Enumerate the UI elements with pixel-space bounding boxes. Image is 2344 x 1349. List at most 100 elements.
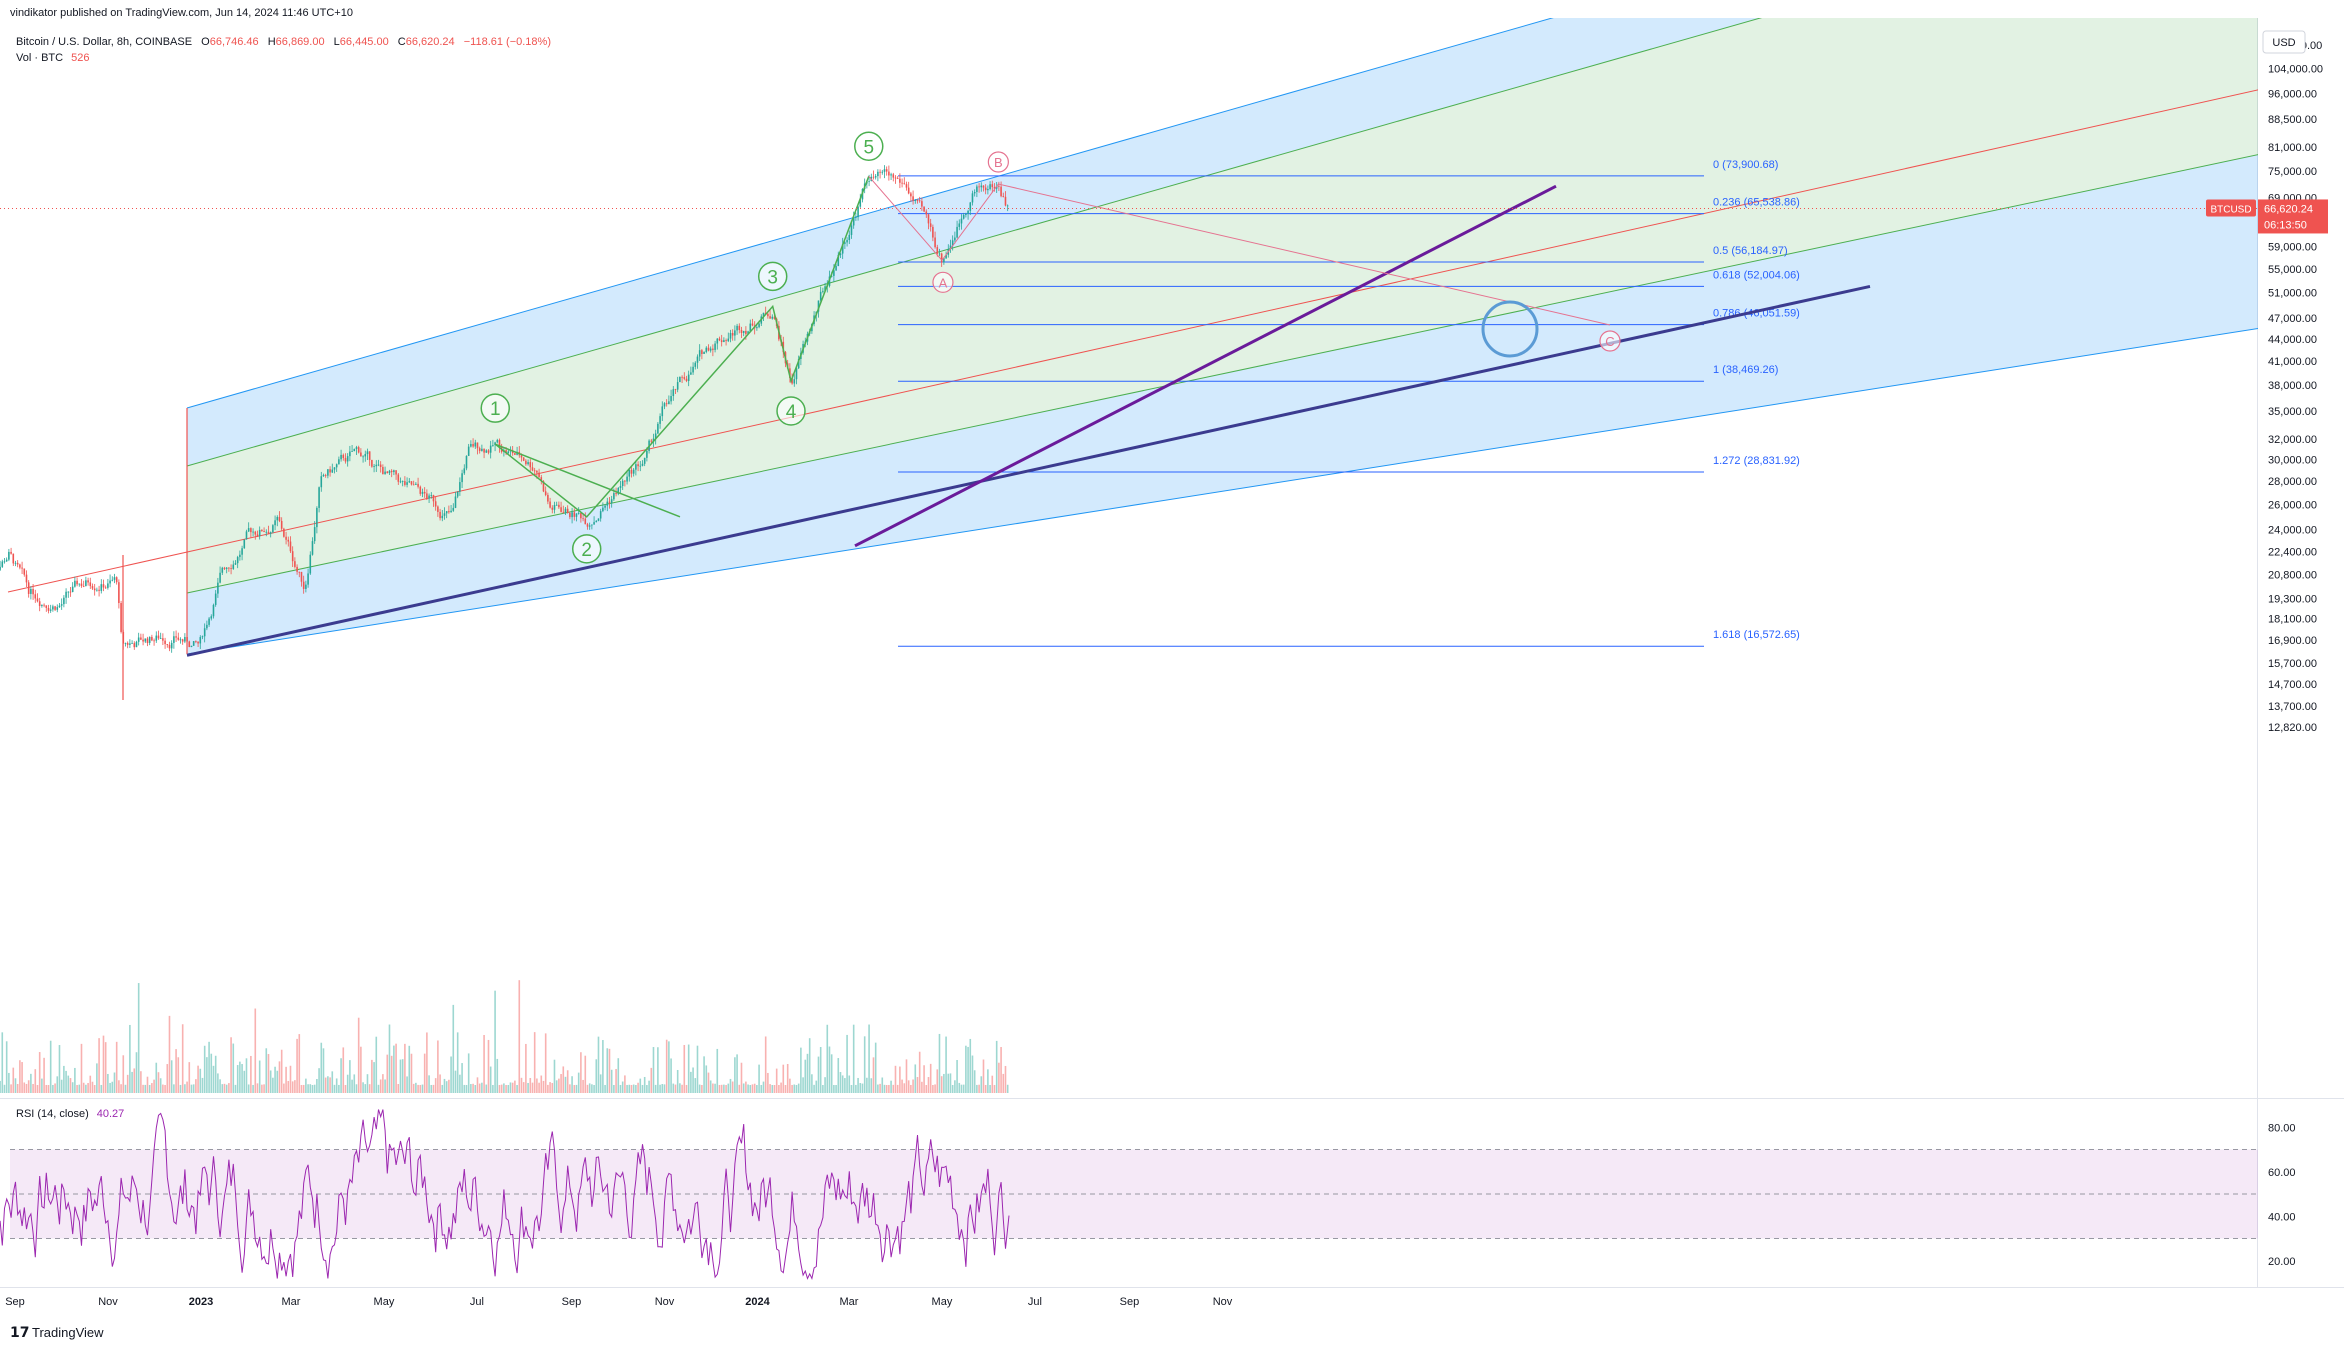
volume-bar — [179, 1084, 182, 1093]
candle-body — [943, 258, 945, 263]
candle-body — [971, 193, 974, 203]
candle-body — [850, 225, 853, 235]
price-tick-label: 18,100.00 — [2268, 613, 2317, 625]
fib-retracement[interactable]: 0 (73,900.68) 0.236 (65,538.86) 0.5 (56,18… — [898, 159, 1800, 647]
candle-body — [492, 445, 494, 446]
channel-median-line — [7, 89, 2258, 593]
candle-body — [485, 450, 488, 453]
volume-bar — [901, 1079, 903, 1093]
volume-bar — [228, 1083, 230, 1093]
candle-body — [208, 618, 210, 625]
price-tick-label: 20,800.00 — [2268, 570, 2317, 582]
volume-bar — [153, 1079, 155, 1093]
correction-marker — [1599, 330, 1621, 352]
volume-bars — [0, 980, 1009, 1093]
volume-bar — [399, 1059, 402, 1093]
candle-body — [934, 237, 936, 248]
volume-bar — [305, 1078, 307, 1093]
volume-bar — [617, 1058, 620, 1093]
volume-bar — [769, 1084, 771, 1093]
volume-bar — [837, 1058, 840, 1093]
candle-body — [833, 270, 835, 276]
price-tick-label: 28,000.00 — [2268, 476, 2317, 488]
candle-body — [349, 451, 351, 457]
volume-bar — [1000, 1047, 1002, 1093]
volume-bar — [41, 1078, 43, 1093]
volume-bar — [474, 1085, 477, 1093]
volume-bar — [217, 1073, 219, 1093]
volume-bar — [852, 1024, 855, 1093]
candle-body — [993, 187, 996, 189]
rising-trendline — [854, 184, 1557, 548]
time-tick-label: Nov — [655, 1296, 675, 1308]
volume-bar — [527, 1082, 529, 1093]
volume-bar — [34, 1069, 37, 1093]
candle-body — [16, 562, 19, 565]
candle-body — [982, 185, 985, 188]
candle-body — [613, 493, 615, 500]
candle-body — [386, 471, 389, 474]
time-tick-label: Sep — [5, 1296, 25, 1308]
volume-bar — [278, 1061, 281, 1093]
volume-bar — [96, 1063, 98, 1093]
candle-body — [736, 325, 738, 331]
candle-body — [883, 169, 886, 172]
candle-body — [10, 551, 12, 554]
volume-bar — [870, 1078, 873, 1093]
candle-body — [8, 551, 10, 560]
candle-body — [888, 171, 890, 176]
volume-bar — [540, 1075, 543, 1093]
volume-bar — [716, 1048, 719, 1093]
volume-bar — [520, 1077, 523, 1093]
volume-bar — [936, 1069, 939, 1093]
candle-body — [60, 604, 63, 606]
correction-marker — [987, 151, 1009, 173]
candle-body — [936, 247, 939, 254]
pitchfork-channel[interactable] — [7, 0, 2280, 700]
volume-bar — [148, 1084, 151, 1093]
candle-body — [610, 499, 613, 503]
time-axis[interactable]: Sep Nov 2023 Mar May Jul Sep Nov 2024 Mar May Jul Se… — [5, 1296, 1233, 1308]
candle-body — [296, 566, 298, 572]
price-tick-label: 13,700.00 — [2268, 701, 2317, 713]
candle-body — [520, 455, 523, 458]
tradingview-logo[interactable]: 𝟭𝟳 TradingView — [10, 1324, 104, 1340]
candle-body — [641, 463, 644, 466]
candle-body — [179, 639, 182, 641]
candle-body — [58, 605, 61, 608]
price-tick-label: 38,000.00 — [2268, 380, 2317, 392]
volume-bar — [10, 1084, 12, 1093]
volume-bar — [723, 1084, 725, 1093]
volume-bar — [318, 1068, 320, 1093]
price-axis[interactable]: 112,000.00104,000.0096,000.0088,500.0081… — [2206, 40, 2328, 734]
volume-bar — [243, 1070, 246, 1093]
candle-body — [478, 448, 481, 451]
rsi-axis[interactable]: 80.00 60.00 40.00 20.00 — [2268, 1122, 2296, 1268]
price-tick-label: 41,000.00 — [2268, 356, 2317, 368]
candle-body — [159, 638, 162, 639]
candle-body — [896, 178, 899, 180]
candle-body — [938, 253, 941, 255]
channel-band-center — [187, 18, 2258, 593]
candle-body — [489, 445, 492, 453]
candle-body — [698, 350, 701, 357]
candle-body — [885, 169, 888, 172]
volume-bar — [914, 1064, 917, 1093]
volume-bar — [863, 1036, 866, 1093]
candle-body — [441, 515, 444, 519]
currency-button[interactable] — [2262, 30, 2306, 54]
volume-bar — [643, 1076, 646, 1093]
currency-label: USD — [2272, 37, 2295, 49]
volume-bar — [252, 1084, 254, 1093]
volume-bar — [164, 1084, 166, 1093]
candle-body — [960, 218, 963, 224]
time-tick-label: May — [932, 1296, 953, 1308]
candle-body — [621, 480, 624, 487]
time-tick-label: May — [374, 1296, 395, 1308]
candle-body — [692, 366, 694, 373]
time-tick-label: Nov — [1213, 1296, 1233, 1308]
volume-bar — [859, 1083, 862, 1093]
wave-annotations[interactable]: 1 2 3 4 5 A B C — [186, 131, 1871, 657]
